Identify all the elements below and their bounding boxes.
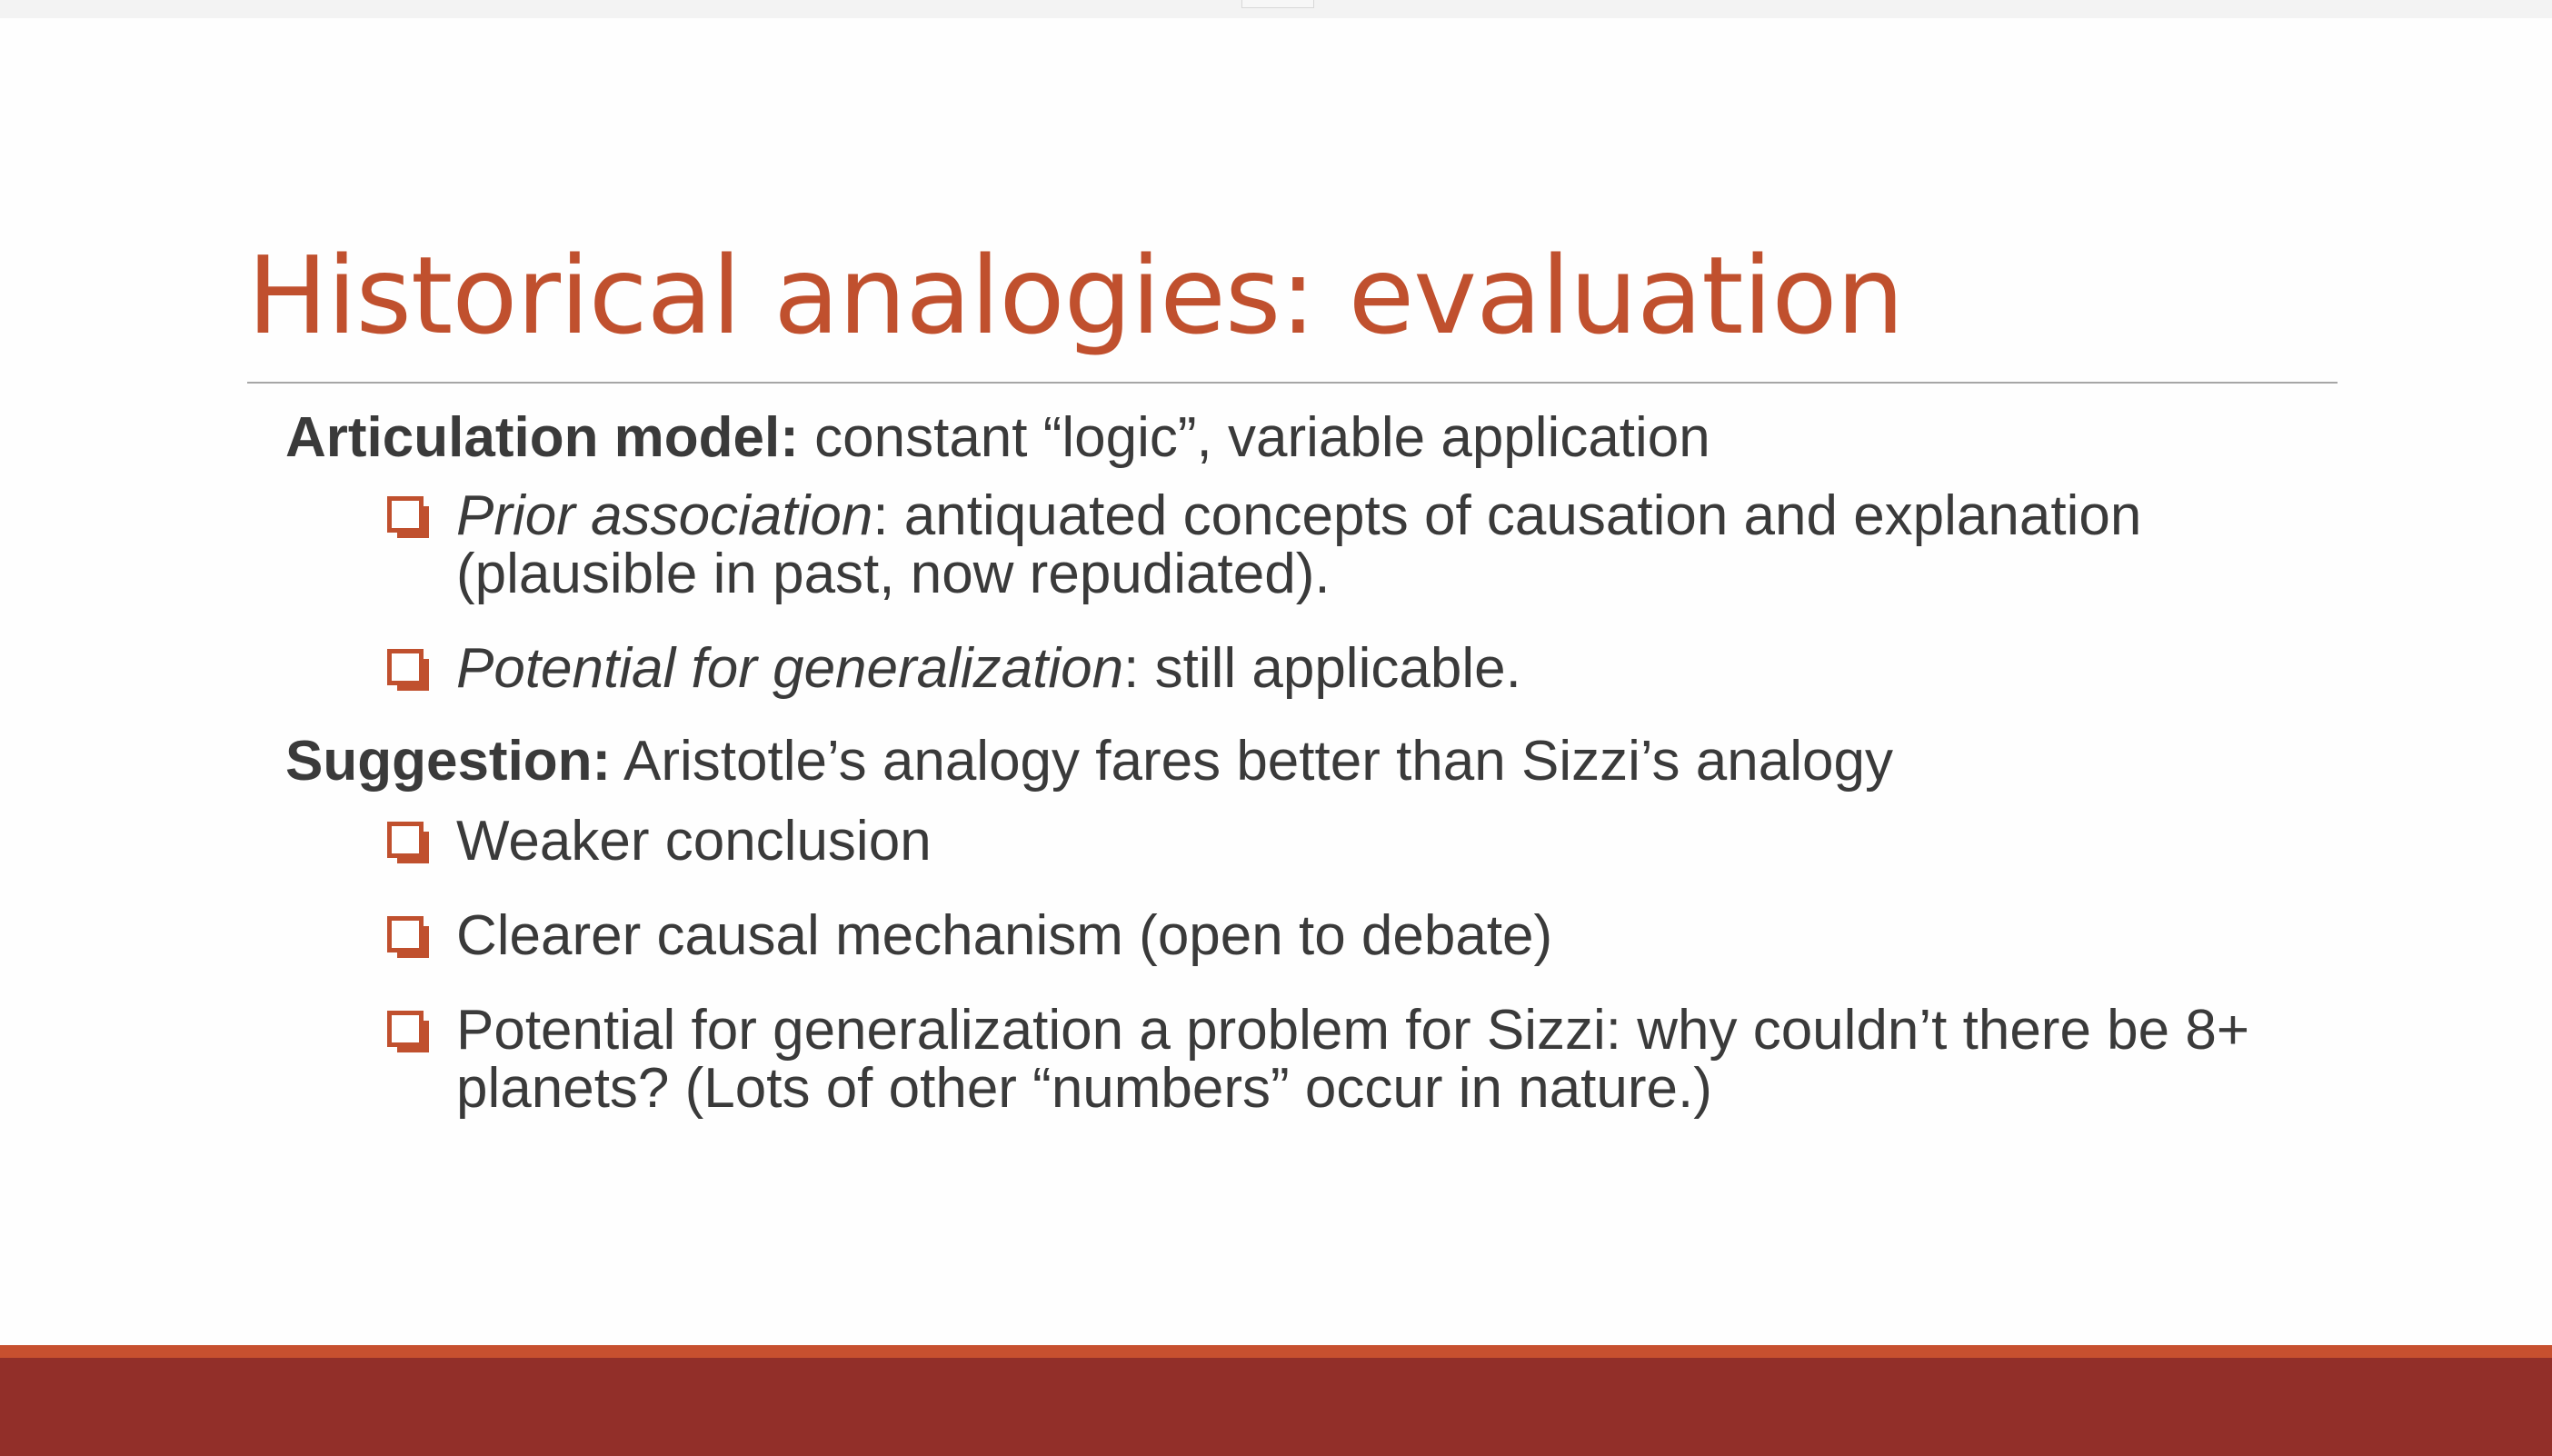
bullet-text: Potential for generalization: still appl… [456,640,2376,698]
bullet-text: Weaker conclusion [456,810,932,873]
checkbox-square-icon [387,1011,429,1052]
footer-band [0,1358,2552,1456]
top-strip [0,0,2552,18]
bullet-text: Clearer causal mechanism (open to debate… [456,904,1553,967]
section-heading-text: Aristotle’s analogy fares better than Si… [611,730,1893,793]
bullet-item: Clearer causal mechanism (open to debate… [285,907,2376,965]
bullet-text: Potential for generalization a problem f… [456,999,2250,1120]
slide-title: Historical analogies: evaluation [247,233,1904,358]
bullet-item: Weaker conclusion [285,813,2376,871]
bullet-emphasis: Potential for generalization [456,637,1124,700]
title-divider [247,382,2338,384]
bullet-item: Potential for generalization a problem f… [285,1002,2376,1118]
checkbox-square-icon [387,496,429,538]
top-tab [1241,0,1314,8]
bullet-list-suggestion: Weaker conclusion Clearer causal mechani… [285,813,2376,1118]
footer-band-accent [0,1345,2552,1358]
section-heading-suggestion: Suggestion: Aristotle’s analogy fares be… [285,723,2376,800]
bullet-text: Prior association: antiquated concepts o… [456,487,2376,603]
bullet-list-articulation: Prior association: antiquated concepts o… [285,487,2376,698]
section-heading-articulation: Articulation model: constant “logic”, va… [285,400,2376,476]
checkbox-square-icon [387,649,429,691]
bullet-item: Potential for generalization: still appl… [285,640,2376,698]
bullet-item: Prior association: antiquated concepts o… [285,487,2376,603]
section-heading-label: Articulation model: [285,406,799,469]
bullet-emphasis: Prior association [456,484,873,547]
checkbox-square-icon [387,822,429,863]
section-heading-text: constant “logic”, variable application [798,406,1710,469]
slide-content: Articulation model: constant “logic”, va… [285,400,2376,1154]
bullet-body: : antiquated concepts of causation and e… [456,484,2142,605]
section-heading-label: Suggestion: [285,730,612,793]
checkbox-square-icon [387,916,429,958]
bullet-body: : still applicable. [1123,637,1521,700]
